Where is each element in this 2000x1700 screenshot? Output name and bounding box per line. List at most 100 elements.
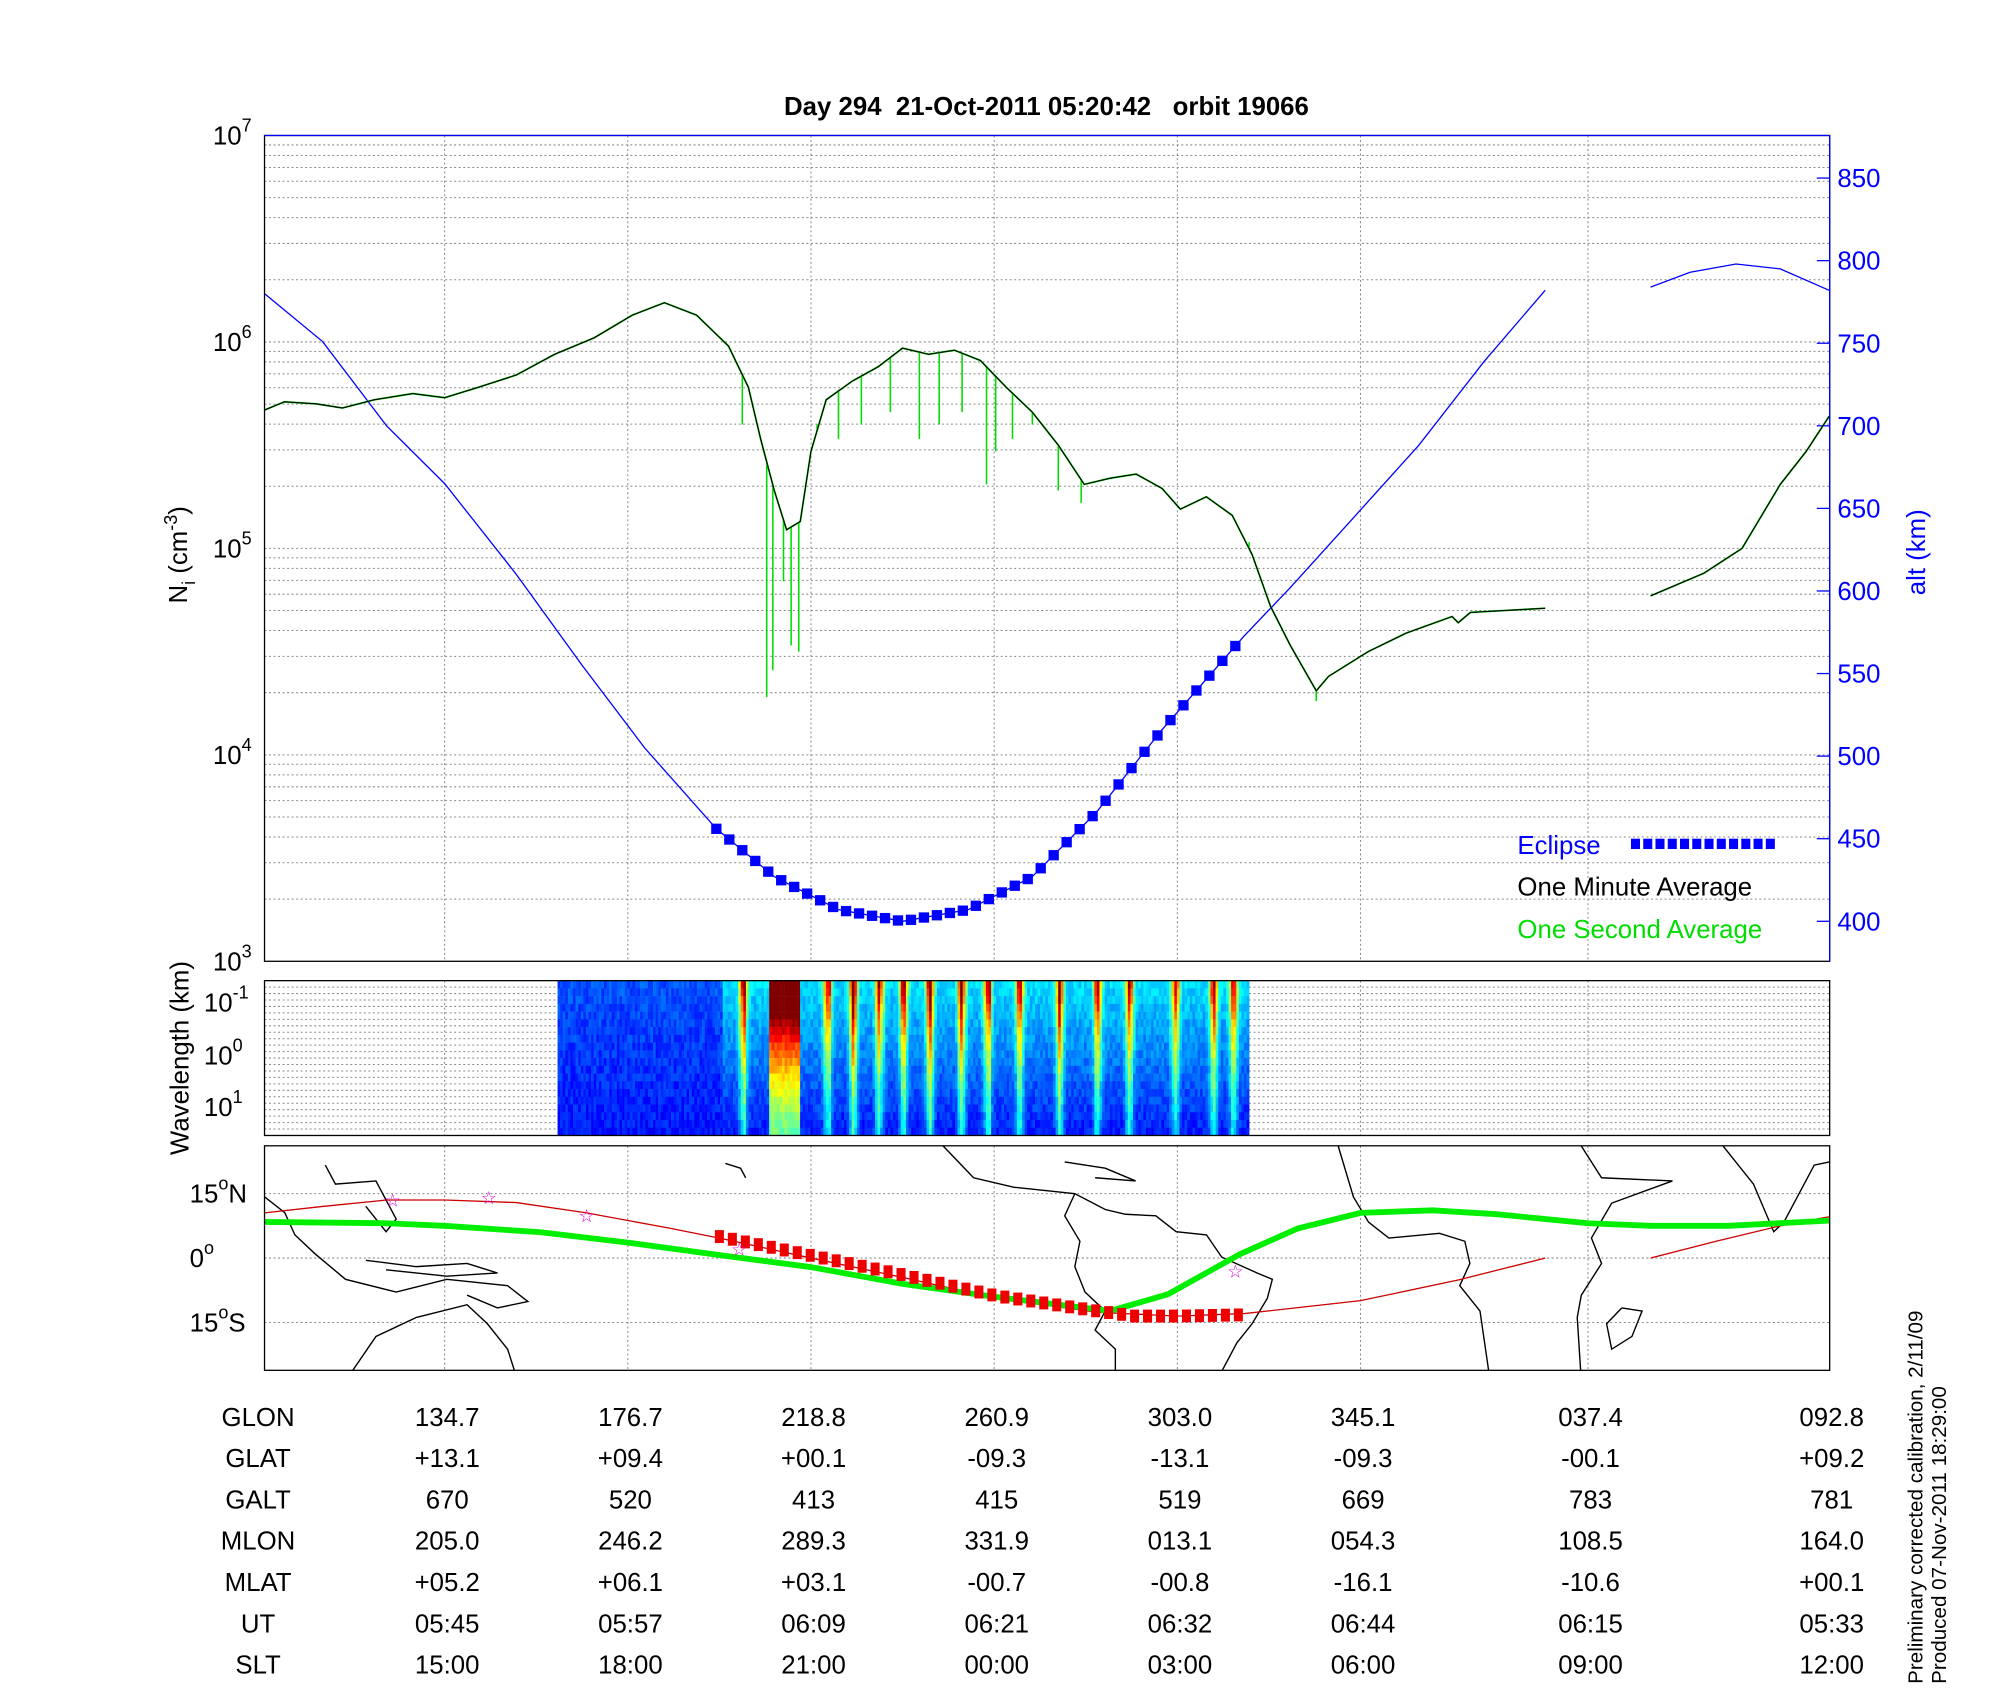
spectrogram-cell	[985, 1034, 989, 1043]
spectrogram-cell	[900, 1034, 904, 1043]
spectrogram-cell	[820, 1027, 824, 1036]
spectrogram-cell	[776, 1081, 780, 1090]
eclipse-marker	[931, 910, 943, 921]
spectrogram-cell	[898, 1104, 902, 1113]
spectrogram-cell	[1125, 1127, 1129, 1136]
spectrogram-cell	[957, 988, 961, 997]
spectrogram-cell	[1102, 1096, 1105, 1105]
spectrogram-cell	[885, 1104, 889, 1113]
spectrogram-cell	[627, 1034, 631, 1043]
spectrogram-cell	[591, 1027, 594, 1036]
spectrogram-cell	[694, 1127, 698, 1136]
spectrogram-cell	[637, 988, 641, 997]
spectrogram-cell	[1161, 1096, 1165, 1105]
spectrogram-cell	[782, 1081, 785, 1090]
spectrogram-cell	[1122, 1011, 1126, 1020]
spectrogram-cell	[1091, 1081, 1095, 1090]
spectrogram-cell	[1055, 996, 1059, 1005]
spectrogram-cell	[967, 1003, 971, 1012]
spectrogram-cell	[931, 1104, 935, 1113]
spectrogram-cell	[898, 988, 902, 997]
spectrogram-cell	[730, 1073, 734, 1082]
spectrogram-cell	[1169, 1120, 1172, 1128]
spectrogram-cell	[1120, 1027, 1123, 1036]
spectrogram-cell	[957, 1003, 961, 1012]
spectrogram-cell	[1094, 1120, 1098, 1128]
spectrogram-cell	[1006, 1027, 1010, 1036]
spectrogram-cell	[640, 1127, 643, 1136]
spectrogram-cell	[823, 1011, 827, 1020]
spectrogram-cell	[1148, 1011, 1152, 1020]
spectrogram-cell	[611, 1096, 615, 1105]
spectrogram-cell	[807, 1112, 811, 1121]
spectrogram-cell	[880, 1011, 883, 1020]
spectrogram-cell	[629, 1112, 633, 1121]
spectrogram-cell	[776, 1042, 780, 1051]
spectrogram-cell	[789, 1081, 793, 1090]
spectrogram-cell	[1096, 988, 1100, 997]
spectrogram-cell	[748, 996, 752, 1005]
spectrogram-cell	[975, 1058, 979, 1067]
spectrogram-cell	[761, 1058, 765, 1067]
spectrogram-cell	[766, 1127, 770, 1136]
spectrogram-cell	[717, 1081, 721, 1090]
eclipse-marker	[1217, 655, 1228, 667]
spectrogram-cell	[854, 1120, 858, 1128]
spectrogram-cell	[800, 1096, 803, 1105]
spectrogram-cell	[849, 1011, 852, 1020]
spectrogram-cell	[936, 1104, 940, 1113]
spectrogram-cell	[1166, 1089, 1170, 1098]
spectrogram-cell	[751, 980, 754, 989]
spectrogram-cell	[761, 1065, 765, 1074]
spectrogram-cell	[624, 1112, 628, 1121]
spectrogram-cell	[1063, 1027, 1067, 1036]
spectrogram-cell	[766, 1003, 770, 1012]
spectrogram-image	[557, 980, 1250, 1136]
spectrogram-cell	[1122, 1003, 1126, 1012]
spectrogram-cell	[655, 1065, 659, 1074]
spectrogram-cell	[867, 1050, 871, 1059]
spectrogram-cell	[833, 1073, 837, 1082]
spectrogram-cell	[1164, 1104, 1167, 1113]
spectrogram-cell	[838, 1011, 842, 1020]
spectrogram-cell	[663, 1011, 667, 1020]
spectrogram-cell	[637, 996, 641, 1005]
spectrogram-cell	[1102, 1042, 1105, 1051]
spectrogram-cell	[1133, 996, 1136, 1005]
spectrogram-cell	[668, 1081, 672, 1090]
spectrogram-cell	[998, 1089, 1002, 1098]
spectrogram-cell	[562, 1112, 566, 1121]
spectrogram-cell	[869, 1042, 873, 1051]
spectrogram-cell	[898, 1011, 902, 1020]
spectrogram-cell	[601, 1089, 605, 1098]
spectrogram-cell	[1102, 988, 1105, 997]
spectrogram-cell	[609, 1042, 612, 1051]
spectrogram-cell	[880, 1112, 883, 1121]
spectrogram-cell	[647, 1112, 651, 1121]
spectrogram-cell	[557, 1011, 561, 1020]
spectrogram-cell	[660, 1019, 664, 1028]
spectrogram-cell	[890, 1065, 894, 1074]
spectrogram-cell	[650, 1003, 654, 1012]
spectrogram-cell	[1122, 1096, 1126, 1105]
spectrogram-cell	[699, 1065, 703, 1074]
spectrogram-cell	[660, 1050, 664, 1059]
spectrogram-cell	[1032, 1058, 1036, 1067]
spectrogram-cell	[1102, 1027, 1105, 1036]
spectrogram-cell	[1073, 1042, 1077, 1051]
spectrogram-cell	[947, 1096, 951, 1105]
spectrogram-cell	[918, 1127, 922, 1136]
spectrogram-cell	[1091, 988, 1095, 997]
spectrogram-cell	[980, 1089, 984, 1098]
spectrogram-cell	[867, 1089, 871, 1098]
spectrogram-cell	[758, 996, 762, 1005]
spectrogram-cell	[714, 1042, 718, 1051]
spectrogram-cell	[797, 1089, 801, 1098]
spectrogram-cell	[699, 1042, 703, 1051]
spectrogram-cell	[691, 1065, 695, 1074]
spectrogram-cell	[818, 1034, 822, 1043]
spectrogram-cell	[1055, 988, 1059, 997]
spectrogram-cell	[573, 1112, 576, 1121]
spectrogram-cell	[1063, 1011, 1067, 1020]
spectrogram-cell	[650, 1042, 654, 1051]
